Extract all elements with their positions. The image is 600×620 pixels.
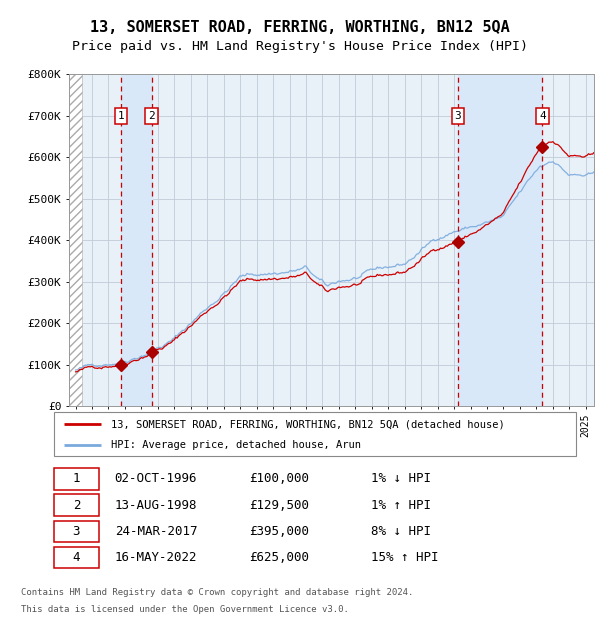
Text: £395,000: £395,000 [250, 525, 310, 538]
Text: 1: 1 [118, 111, 124, 121]
Bar [458, 74, 542, 406]
Text: 8% ↓ HPI: 8% ↓ HPI [371, 525, 431, 538]
Text: 13, SOMERSET ROAD, FERRING, WORTHING, BN12 5QA: 13, SOMERSET ROAD, FERRING, WORTHING, BN… [90, 20, 510, 35]
Text: Price paid vs. HM Land Registry's House Price Index (HPI): Price paid vs. HM Land Registry's House … [72, 40, 528, 53]
Bar [121, 74, 152, 406]
Text: 15% ↑ HPI: 15% ↑ HPI [371, 551, 438, 564]
FancyBboxPatch shape [54, 547, 99, 568]
Text: £129,500: £129,500 [250, 498, 310, 511]
Text: 16-MAY-2022: 16-MAY-2022 [115, 551, 197, 564]
FancyBboxPatch shape [54, 468, 99, 490]
Text: 1: 1 [73, 472, 80, 485]
Text: 02-OCT-1996: 02-OCT-1996 [115, 472, 197, 485]
Text: 13-AUG-1998: 13-AUG-1998 [115, 498, 197, 511]
Text: Contains HM Land Registry data © Crown copyright and database right 2024.: Contains HM Land Registry data © Crown c… [21, 588, 413, 597]
FancyBboxPatch shape [54, 495, 99, 516]
Text: £100,000: £100,000 [250, 472, 310, 485]
Text: 3: 3 [73, 525, 80, 538]
Text: This data is licensed under the Open Government Licence v3.0.: This data is licensed under the Open Gov… [21, 604, 349, 614]
Text: 4: 4 [73, 551, 80, 564]
FancyBboxPatch shape [54, 412, 576, 456]
Text: 4: 4 [539, 111, 546, 121]
FancyBboxPatch shape [54, 521, 99, 542]
Text: HPI: Average price, detached house, Arun: HPI: Average price, detached house, Arun [112, 440, 361, 450]
Text: 3: 3 [455, 111, 461, 121]
Text: 2: 2 [73, 498, 80, 511]
Text: 1% ↓ HPI: 1% ↓ HPI [371, 472, 431, 485]
Text: 2: 2 [148, 111, 155, 121]
Text: 24-MAR-2017: 24-MAR-2017 [115, 525, 197, 538]
Text: 1% ↑ HPI: 1% ↑ HPI [371, 498, 431, 511]
Text: £625,000: £625,000 [250, 551, 310, 564]
Text: 13, SOMERSET ROAD, FERRING, WORTHING, BN12 5QA (detached house): 13, SOMERSET ROAD, FERRING, WORTHING, BN… [112, 420, 505, 430]
